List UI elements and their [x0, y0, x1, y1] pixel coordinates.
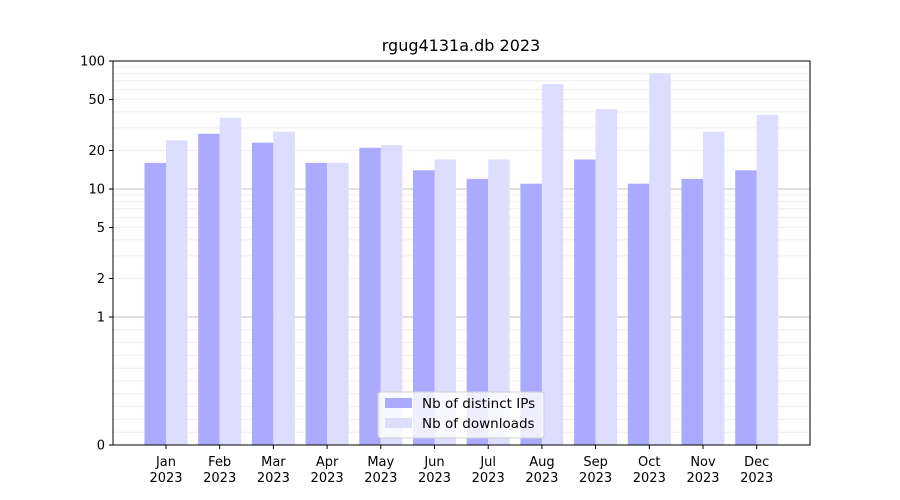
bars: [144, 73, 779, 446]
bar-downloads: [273, 131, 295, 445]
bar-downloads: [327, 162, 349, 446]
x-tick-month: Oct: [638, 455, 660, 470]
bar-distinct-ips: [413, 170, 435, 446]
y-axis: 0 1 2 5 10 20 50 100: [80, 55, 113, 454]
x-tick-label: Apr 2023: [311, 455, 344, 486]
x-tick-label: Oct 2023: [633, 455, 666, 486]
bar-distinct-ips: [198, 133, 220, 445]
legend-label: Nb of distinct IPs: [422, 396, 535, 412]
x-tick-year: 2023: [686, 471, 719, 486]
bar-distinct-ips: [305, 162, 328, 446]
x-tick-year: 2023: [311, 471, 344, 486]
x-tick-label: Sep 2023: [579, 455, 612, 486]
bar-distinct-ips: [520, 183, 542, 446]
y-tick-label: 100: [80, 55, 105, 70]
x-tick-label: Jun 2023: [418, 455, 451, 486]
x-tick-year: 2023: [257, 471, 290, 486]
x-tick-year: 2023: [418, 471, 451, 486]
x-tick-label: Feb 2023: [203, 455, 236, 486]
x-tick-year: 2023: [149, 471, 182, 486]
x-tick-month: Mar: [261, 455, 286, 470]
bar-distinct-ips: [359, 147, 381, 446]
y-tick-label: 1: [97, 311, 105, 326]
legend-label: Nb of downloads: [422, 416, 535, 432]
x-tick-label: Dec 2023: [740, 455, 773, 486]
y-tick-label: 50: [88, 93, 105, 108]
legend-swatch: [385, 398, 412, 408]
y-tick-label: 5: [97, 221, 105, 236]
x-tick-month: Jul: [479, 455, 496, 470]
y-tick-label: 2: [97, 272, 105, 287]
x-tick-label: Jan 2023: [149, 455, 182, 486]
x-tick-month: Dec: [744, 455, 769, 470]
bar-downloads: [380, 145, 403, 445]
x-tick-month: Jan: [155, 455, 176, 470]
x-tick-month: Apr: [316, 455, 339, 470]
x-tick-year: 2023: [740, 471, 773, 486]
y-tick-label: 20: [88, 144, 105, 159]
legend-swatch: [385, 418, 412, 428]
bar-distinct-ips: [144, 162, 166, 446]
y-tick-label: 10: [88, 183, 105, 198]
x-tick-month: Sep: [583, 455, 608, 470]
x-tick-year: 2023: [472, 471, 505, 486]
y-tick-label: 0: [97, 439, 105, 454]
x-tick-year: 2023: [525, 471, 558, 486]
bar-downloads: [756, 114, 779, 446]
x-tick-year: 2023: [364, 471, 397, 486]
bar-distinct-ips: [466, 178, 489, 445]
bar-downloads: [166, 140, 188, 446]
x-tick-label: Nov 2023: [686, 455, 719, 486]
plot-frame: [112, 60, 811, 446]
bar-distinct-ips: [574, 159, 596, 445]
x-tick-month: Jun: [423, 455, 444, 470]
bar-downloads: [649, 73, 671, 445]
x-tick-label: Jul 2023: [472, 455, 505, 486]
bar-downloads: [595, 109, 618, 445]
x-tick-label: Aug 2023: [525, 455, 558, 486]
x-tick-month: Aug: [529, 455, 554, 470]
bar-distinct-ips: [627, 183, 650, 446]
bar-downloads: [219, 117, 242, 446]
x-tick-year: 2023: [203, 471, 236, 486]
legend-box: [377, 391, 545, 439]
x-tick-label: May 2023: [364, 455, 397, 486]
x-tick-year: 2023: [633, 471, 666, 486]
x-tick-label: Mar 2023: [257, 455, 290, 486]
bar-downloads: [488, 159, 510, 445]
x-tick-month: Nov: [690, 455, 716, 470]
legend: Nb of distinct IPs Nb of downloads: [377, 391, 545, 439]
bar-distinct-ips: [681, 178, 703, 445]
bar-distinct-ips: [735, 170, 757, 446]
x-tick-month: Feb: [208, 455, 231, 470]
x-tick-year: 2023: [579, 471, 612, 486]
x-tick-month: May: [367, 455, 394, 470]
bar-downloads: [541, 84, 564, 445]
chart-title: rgug4131a.db 2023: [382, 36, 540, 55]
bar-downloads: [703, 131, 725, 445]
bar-distinct-ips: [251, 142, 274, 445]
bar-downloads: [434, 159, 456, 445]
